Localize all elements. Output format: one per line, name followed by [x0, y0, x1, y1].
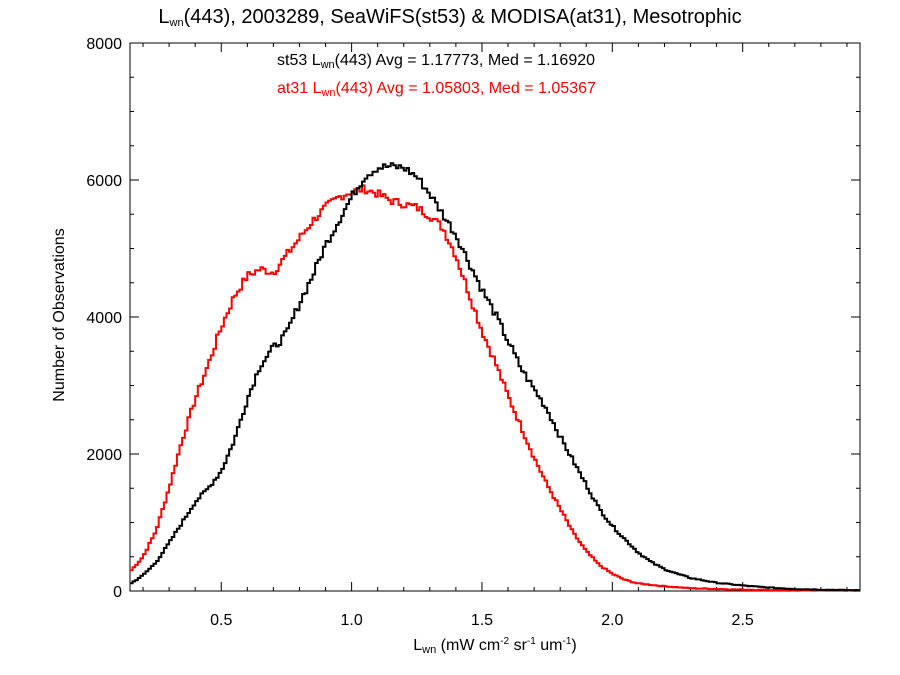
- title-sub: wn: [169, 17, 184, 29]
- series-line-at31: [130, 184, 860, 592]
- annotation-at31-sub: wn: [321, 87, 336, 99]
- series-line-st53: [130, 162, 860, 592]
- xlabel-s3: -1: [562, 636, 572, 647]
- series-group: [130, 162, 860, 592]
- y-tick-label: 2000: [86, 447, 122, 464]
- xlabel-b: sr: [509, 637, 527, 654]
- x-axis-label: Lwn (mW cm-2 sr-1 um-1): [0, 636, 900, 656]
- y-tick-label: 4000: [86, 310, 122, 327]
- xlabel-c: um: [535, 637, 563, 654]
- y-axis-label: Number of Observations: [51, 228, 68, 402]
- annotation-st53: st53 Lwn(443) Avg = 1.17773, Med = 1.169…: [277, 52, 595, 71]
- y-tick-label: 6000: [86, 173, 122, 190]
- annotation-st53-prefix: st53 L: [277, 52, 321, 69]
- xlabel-d: ): [571, 637, 577, 654]
- annotation-st53-sub: wn: [320, 59, 335, 71]
- x-tick-label: 1.0: [340, 612, 362, 629]
- annotation-at31: at31 Lwn(443) Avg = 1.05803, Med = 1.053…: [277, 80, 596, 99]
- x-tick-label: 0.5: [210, 612, 232, 629]
- annotation-st53-rest: (443) Avg = 1.17773, Med = 1.16920: [334, 52, 596, 69]
- title-main: L: [158, 6, 170, 28]
- xlabel-s1: -2: [500, 636, 510, 647]
- plot-frame: [129, 42, 861, 592]
- annotation-at31-prefix: at31 L: [277, 80, 322, 97]
- x-tick-label: 1.5: [471, 612, 493, 629]
- xlabel-main: L: [413, 637, 423, 654]
- y-tick-label: 8000: [86, 36, 122, 53]
- annotation-at31-rest: (443) Avg = 1.05803, Med = 1.05367: [335, 80, 596, 97]
- title-rest: (443), 2003289, SeaWiFS(st53) & MODISA(a…: [183, 6, 742, 28]
- x-tick-label: 2.0: [601, 612, 623, 629]
- y-tick-label: 0: [113, 584, 122, 601]
- chart-title: Lwn(443), 2003289, SeaWiFS(st53) & MODIS…: [0, 6, 900, 29]
- x-tick-label: 2.5: [732, 612, 754, 629]
- xlabel-s2: -1: [526, 636, 536, 647]
- axis-ticks: 0.5 1.0 1.5 2.0 2.5 0 2000 4000 6000 8000: [86, 36, 860, 629]
- xlabel-a: (mW cm: [436, 637, 501, 654]
- xlabel-sub: wn: [422, 644, 437, 656]
